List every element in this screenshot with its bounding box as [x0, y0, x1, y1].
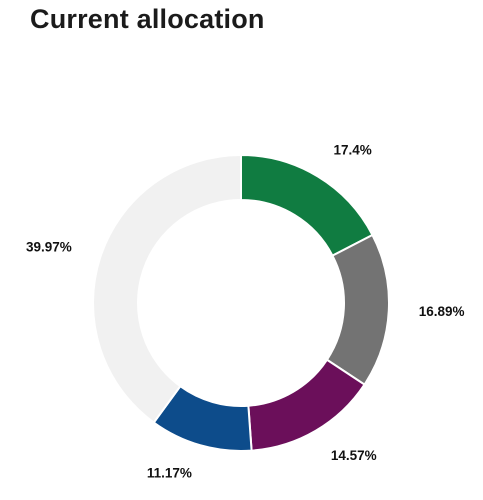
donut-slice-label-1: 17.4% [334, 142, 372, 157]
donut-slice-5[interactable] [92, 153, 242, 424]
donut-slice-label-5: 39.97% [26, 239, 72, 254]
donut-slice-labels: 17.4% 16.89% 14.57% 11.17% 39.97% [26, 142, 464, 480]
donut-slice-1[interactable] [240, 153, 374, 258]
donut-slice-2[interactable] [325, 233, 390, 386]
donut-slices [92, 153, 390, 452]
donut-slice-label-4: 11.17% [147, 466, 192, 481]
donut-slice-3[interactable] [247, 358, 366, 452]
donut-slice-label-3: 14.57% [331, 448, 377, 463]
donut-slice-label-2: 16.89% [419, 304, 465, 319]
page-title: Current allocation [30, 4, 265, 34]
